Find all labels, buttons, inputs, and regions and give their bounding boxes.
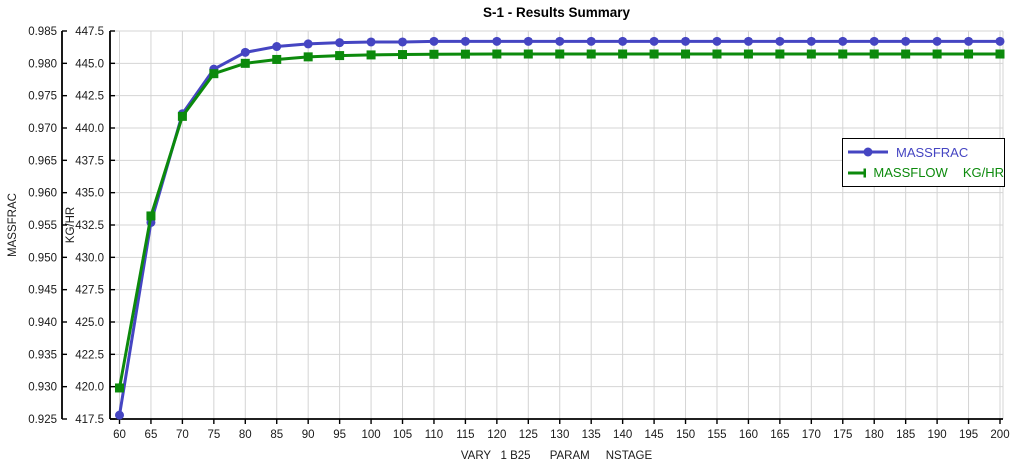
svg-text:95: 95 [333, 429, 346, 441]
svg-text:0.935: 0.935 [28, 349, 57, 361]
legend: MASSFRAC MASSFLOW KG/HR [842, 138, 1005, 187]
svg-text:140: 140 [613, 429, 632, 441]
svg-text:0.980: 0.980 [28, 58, 57, 70]
y-axis-title-massfrac: MASSFRAC [7, 193, 19, 257]
tick-marks [62, 30, 1001, 424]
gridlines [110, 30, 1004, 419]
svg-text:165: 165 [770, 429, 789, 441]
svg-text:442.5: 442.5 [75, 91, 104, 103]
svg-text:70: 70 [176, 429, 189, 441]
svg-text:422.5: 422.5 [75, 349, 104, 361]
svg-text:170: 170 [802, 429, 821, 441]
svg-text:160: 160 [739, 429, 758, 441]
legend-massflow-swatch-icon [848, 168, 867, 178]
svg-text:180: 180 [865, 429, 884, 441]
svg-text:437.5: 437.5 [75, 155, 104, 167]
svg-text:150: 150 [676, 429, 695, 441]
svg-text:135: 135 [582, 429, 601, 441]
svg-text:130: 130 [550, 429, 569, 441]
chart-title: S-1 - Results Summary [482, 5, 631, 20]
svg-text:425.0: 425.0 [75, 317, 104, 329]
svg-text:435.0: 435.0 [75, 188, 104, 200]
legend-item-massflow[interactable]: MASSFLOW KG/HR [847, 165, 1004, 180]
svg-text:0.940: 0.940 [28, 317, 57, 329]
svg-text:0.930: 0.930 [28, 382, 57, 394]
svg-text:100: 100 [361, 429, 380, 441]
svg-text:430.0: 430.0 [75, 252, 104, 264]
y-axis-title-kghr: KG/HR [65, 206, 77, 244]
svg-text:190: 190 [928, 429, 947, 441]
svg-text:105: 105 [393, 429, 412, 441]
legend-massfrac-label: MASSFRAC [896, 144, 969, 160]
legend-item-massfrac[interactable]: MASSFRAC [847, 145, 1004, 160]
svg-text:120: 120 [487, 429, 506, 441]
svg-text:85: 85 [270, 429, 283, 441]
svg-text:0.960: 0.960 [28, 188, 57, 200]
svg-text:427.5: 427.5 [75, 285, 104, 297]
svg-text:65: 65 [145, 429, 158, 441]
svg-text:0.945: 0.945 [28, 285, 57, 297]
svg-text:447.5: 447.5 [75, 26, 104, 38]
svg-text:90: 90 [302, 429, 315, 441]
svg-text:145: 145 [644, 429, 663, 441]
series-massfrac[interactable] [115, 36, 1005, 420]
svg-text:80: 80 [239, 429, 252, 441]
svg-text:115: 115 [456, 429, 474, 441]
x-axis-title: VARY 1 B25 PARAM NSTAGE [460, 450, 653, 462]
massfrac-tick-labels: 0.925 0.930 0.935 0.940 0.945 0.950 0.955 0.960… [28, 26, 57, 426]
svg-text:432.5: 432.5 [75, 220, 104, 232]
x-tick-labels: 60 65 70 75 80 85 90 95 100 105 110 115 120 125 130 135… [113, 429, 1009, 441]
svg-text:0.975: 0.975 [28, 91, 57, 103]
svg-text:445.0: 445.0 [75, 58, 104, 70]
svg-text:0.925: 0.925 [28, 414, 57, 426]
svg-text:0.965: 0.965 [28, 155, 57, 167]
svg-text:175: 175 [833, 429, 852, 441]
svg-text:0.950: 0.950 [28, 252, 57, 264]
svg-text:417.5: 417.5 [75, 414, 104, 426]
svg-text:200: 200 [990, 429, 1009, 441]
kghr-tick-labels: 417.5 420.0 422.5 425.0 427.5 430.0 432.5 435.0… [75, 26, 104, 426]
svg-text:0.955: 0.955 [28, 220, 57, 232]
svg-text:420.0: 420.0 [75, 382, 104, 394]
svg-text:0.970: 0.970 [28, 123, 57, 135]
svg-text:155: 155 [707, 429, 726, 441]
legend-massflow-units: KG/HR [962, 165, 1004, 181]
svg-text:110: 110 [425, 429, 443, 441]
svg-text:440.0: 440.0 [75, 123, 104, 135]
svg-text:75: 75 [207, 429, 220, 441]
svg-text:195: 195 [959, 429, 978, 441]
series-massflow[interactable] [115, 49, 1005, 393]
legend-massfrac-swatch-icon [848, 147, 888, 157]
legend-massflow-label: MASSFLOW [873, 165, 948, 181]
svg-text:185: 185 [896, 429, 915, 441]
svg-text:125: 125 [519, 429, 538, 441]
svg-text:60: 60 [113, 429, 126, 441]
svg-text:0.985: 0.985 [28, 26, 57, 38]
